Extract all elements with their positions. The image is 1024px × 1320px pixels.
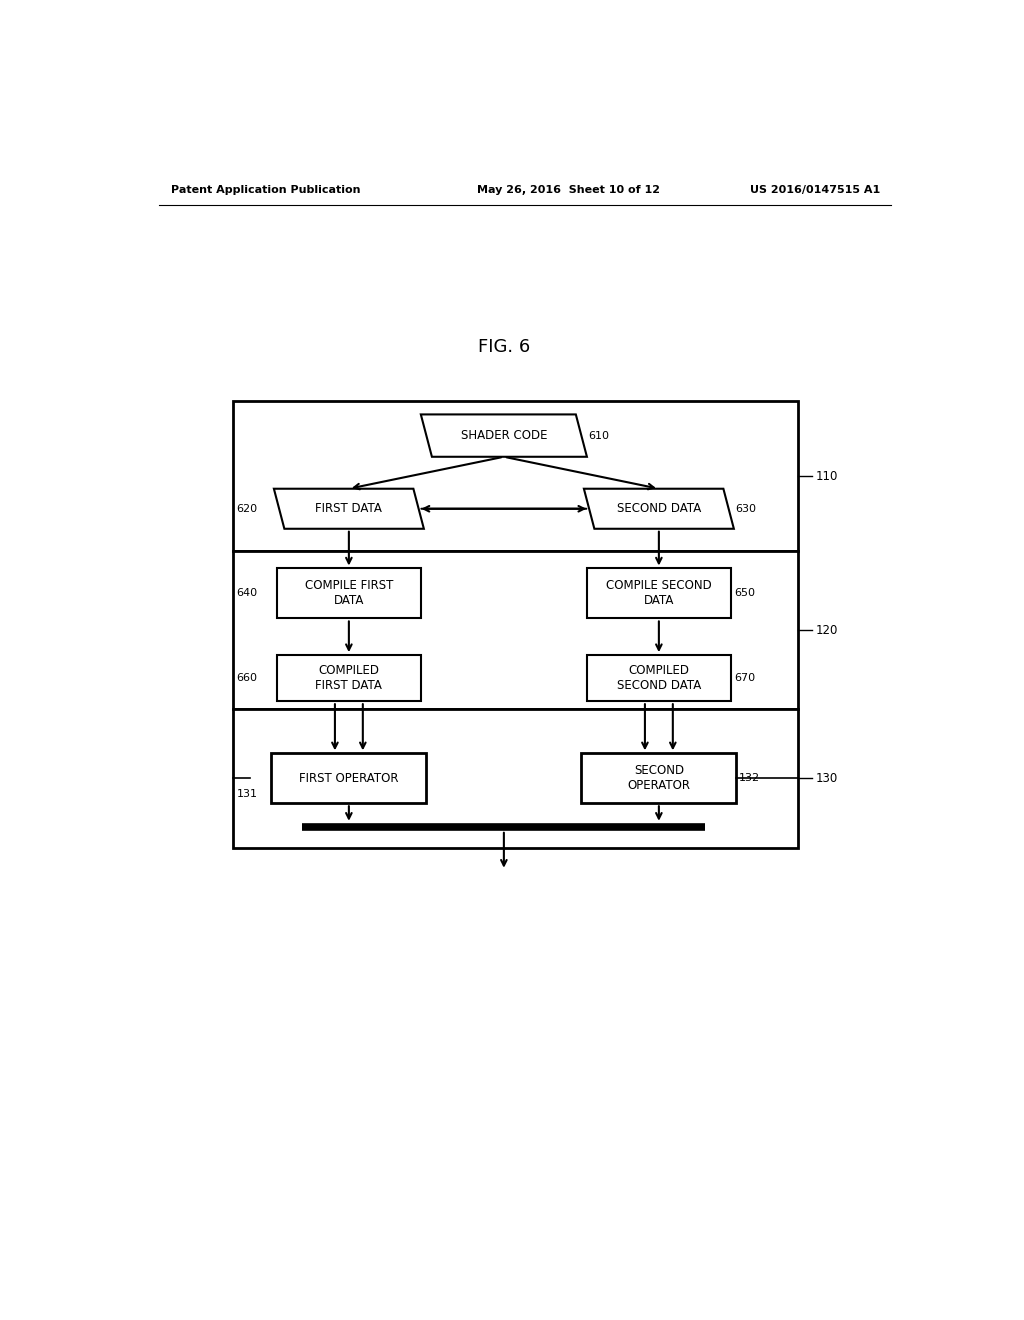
FancyBboxPatch shape	[232, 709, 799, 847]
FancyBboxPatch shape	[232, 401, 799, 552]
Text: SECOND
OPERATOR: SECOND OPERATOR	[628, 764, 690, 792]
FancyBboxPatch shape	[587, 655, 730, 701]
Text: May 26, 2016  Sheet 10 of 12: May 26, 2016 Sheet 10 of 12	[477, 185, 659, 195]
Text: 620: 620	[237, 504, 258, 513]
Text: COMPILE FIRST
DATA: COMPILE FIRST DATA	[305, 579, 393, 607]
Text: 130: 130	[815, 772, 838, 785]
Text: 110: 110	[815, 470, 838, 483]
Text: 650: 650	[734, 589, 756, 598]
Text: COMPILED
SECOND DATA: COMPILED SECOND DATA	[616, 664, 701, 692]
Text: 131: 131	[237, 789, 257, 799]
Text: 610: 610	[589, 430, 609, 441]
FancyBboxPatch shape	[582, 754, 736, 804]
Text: COMPILE SECOND
DATA: COMPILE SECOND DATA	[606, 579, 712, 607]
FancyBboxPatch shape	[232, 552, 799, 709]
FancyBboxPatch shape	[271, 754, 426, 804]
Text: 660: 660	[237, 673, 257, 684]
Text: 120: 120	[815, 623, 838, 636]
Text: US 2016/0147515 A1: US 2016/0147515 A1	[750, 185, 880, 195]
Text: SHADER CODE: SHADER CODE	[461, 429, 547, 442]
FancyBboxPatch shape	[278, 655, 421, 701]
Text: FIRST OPERATOR: FIRST OPERATOR	[299, 772, 398, 785]
Text: FIG. 6: FIG. 6	[478, 338, 530, 356]
Text: 670: 670	[734, 673, 756, 684]
Polygon shape	[273, 488, 424, 529]
Text: SECOND DATA: SECOND DATA	[616, 502, 701, 515]
Text: 630: 630	[735, 504, 757, 513]
Text: COMPILED
FIRST DATA: COMPILED FIRST DATA	[315, 664, 382, 692]
Polygon shape	[421, 414, 587, 457]
Polygon shape	[584, 488, 734, 529]
FancyBboxPatch shape	[278, 569, 421, 619]
Text: FIRST DATA: FIRST DATA	[315, 502, 382, 515]
FancyBboxPatch shape	[587, 569, 730, 619]
Text: Patent Application Publication: Patent Application Publication	[171, 185, 360, 195]
Text: 640: 640	[237, 589, 258, 598]
Text: 132: 132	[738, 774, 760, 783]
